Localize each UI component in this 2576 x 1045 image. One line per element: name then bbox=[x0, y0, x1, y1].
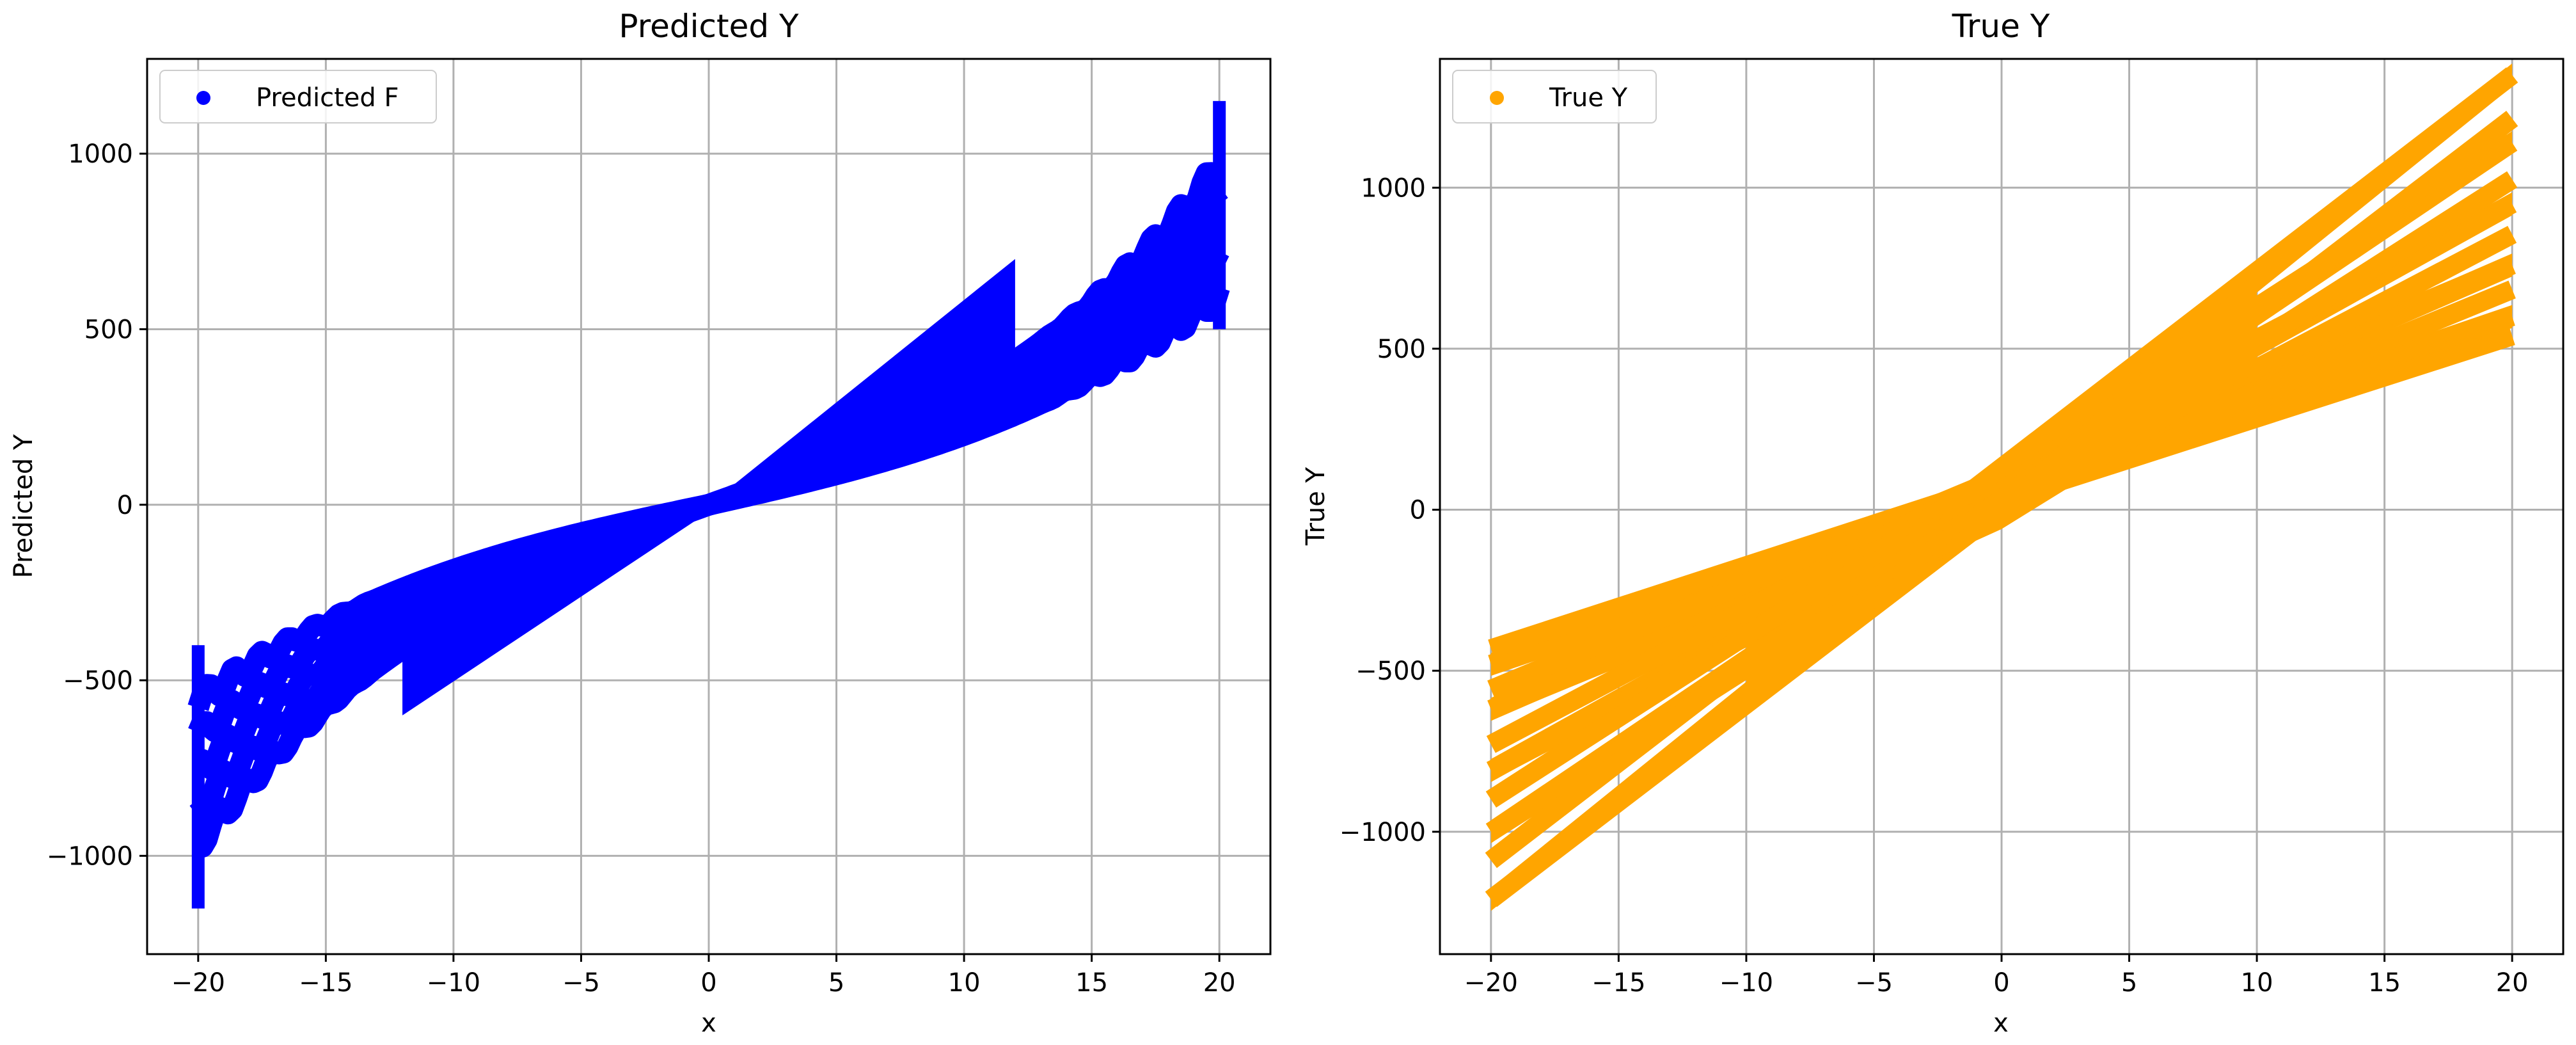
x-axis-label: x bbox=[1993, 1009, 2009, 1038]
y-ticks: −1000 −500 0 500 1000 bbox=[47, 140, 147, 871]
chart-predicted-y: Predicted Y −20 −15 −10 −5 0 5 10 15 20 −1000 −50… bbox=[9, 8, 1272, 1038]
legend-frame bbox=[1452, 70, 1657, 124]
legend: True Y bbox=[1452, 70, 1657, 124]
x-tick-label: −5 bbox=[562, 968, 600, 998]
x-tick-label: 20 bbox=[1203, 968, 1236, 998]
y-tick-label: 500 bbox=[84, 315, 133, 344]
legend-frame bbox=[159, 70, 437, 124]
legend-label: Predicted F bbox=[256, 83, 399, 113]
y-tick-label: 0 bbox=[117, 491, 133, 520]
y-tick-label: 1000 bbox=[68, 140, 133, 169]
data-line bbox=[1485, 67, 2518, 868]
x-tick-label: −5 bbox=[1855, 968, 1893, 998]
x-tick-label: 5 bbox=[2121, 968, 2137, 998]
legend-marker bbox=[196, 91, 210, 105]
x-tick-label: 15 bbox=[2368, 968, 2401, 998]
chart-title: True Y bbox=[1952, 8, 2050, 45]
data-edge-right bbox=[1213, 100, 1226, 330]
y-tick-label: −1000 bbox=[1339, 818, 1426, 847]
y-tick-label: −1000 bbox=[47, 842, 133, 871]
x-tick-label: −20 bbox=[171, 968, 225, 998]
y-tick-label: −500 bbox=[63, 666, 133, 696]
y-tick-label: −500 bbox=[1355, 657, 1426, 686]
x-tick-label: 0 bbox=[700, 968, 716, 998]
x-axis-label: x bbox=[701, 1009, 716, 1038]
x-tick-label: −15 bbox=[299, 968, 352, 998]
x-tick-label: 0 bbox=[1993, 968, 2009, 998]
x-tick-label: −15 bbox=[1592, 968, 1645, 998]
x-ticks: −20 −15 −10 −5 0 5 10 15 20 bbox=[171, 954, 1236, 998]
x-tick-label: 15 bbox=[1075, 968, 1108, 998]
data-core bbox=[1746, 271, 2257, 716]
x-tick-label: 5 bbox=[828, 968, 844, 998]
x-tick-label: 10 bbox=[2241, 968, 2273, 998]
chart-true-y: True Y −20 −15 −10 −5 0 5 10 15 20 −1000 −500 0 500… bbox=[1301, 8, 2564, 1038]
chart-title: Predicted Y bbox=[619, 8, 799, 45]
y-axis-label: Predicted Y bbox=[9, 434, 38, 578]
y-tick-label: 500 bbox=[1377, 335, 1426, 364]
legend-label: True Y bbox=[1549, 83, 1628, 113]
x-tick-label: 20 bbox=[2496, 968, 2529, 998]
x-tick-label: 10 bbox=[948, 968, 981, 998]
x-ticks: −20 −15 −10 −5 0 5 10 15 20 bbox=[1464, 954, 2529, 998]
data-core bbox=[402, 259, 1015, 715]
data-marks bbox=[1485, 63, 2518, 911]
x-tick-label: −10 bbox=[427, 968, 480, 998]
y-axis-label: True Y bbox=[1301, 467, 1331, 546]
legend-marker bbox=[1490, 91, 1504, 105]
y-ticks: −1000 −500 0 500 1000 bbox=[1339, 173, 1440, 847]
y-tick-label: 0 bbox=[1410, 496, 1426, 525]
legend: Predicted F bbox=[159, 70, 437, 124]
y-tick-label: 1000 bbox=[1361, 173, 1426, 203]
x-tick-label: −20 bbox=[1464, 968, 1518, 998]
data-marks bbox=[187, 100, 1230, 909]
x-tick-label: −10 bbox=[1719, 968, 1773, 998]
grid bbox=[1440, 59, 2563, 954]
data-edge-left bbox=[191, 645, 205, 909]
